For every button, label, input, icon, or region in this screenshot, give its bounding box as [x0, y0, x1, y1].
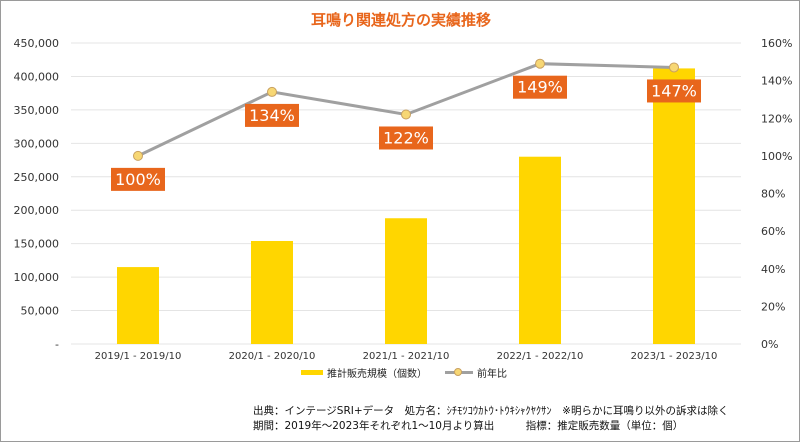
source-notes: 出典：インテージSRI+データ 処方名：ｼﾁﾓﾂｺｳｶﾄｳ･ﾄｳｷｼｬｸﾔｸｻﾝ…	[253, 404, 728, 434]
right-tick-label: 140%	[761, 75, 792, 88]
yoy-label-box	[647, 79, 701, 103]
left-tick-label: 200,000	[14, 204, 60, 217]
left-tick-label: 350,000	[14, 104, 60, 117]
left-tick-label: 450,000	[14, 37, 60, 50]
yoy-label: 147%	[651, 81, 697, 100]
category-label: 2020/1 - 2020/10	[229, 351, 316, 362]
bar	[385, 218, 427, 344]
left-tick-label: -	[55, 338, 59, 351]
bar	[251, 240, 293, 344]
left-tick-label: 250,000	[14, 171, 60, 184]
yoy-point	[401, 109, 411, 120]
left-tick-label: 300,000	[14, 137, 60, 150]
yoy-label: 122%	[383, 128, 429, 147]
left-tick-label: 50,000	[21, 305, 60, 318]
bar	[653, 68, 695, 344]
note-line-1: 出典：インテージSRI+データ 処方名：ｼﾁﾓﾂｺｳｶﾄｳ･ﾄｳｷｼｬｸﾔｸｻﾝ…	[253, 405, 729, 417]
legend-bar: 推計販売規模（個数）	[301, 365, 427, 380]
yoy-point	[267, 86, 277, 97]
yoy-point	[133, 150, 143, 161]
line-swatch-icon	[445, 368, 473, 376]
category-label: 2023/1 - 2023/10	[631, 351, 718, 362]
bar-swatch-icon	[301, 370, 323, 375]
left-tick-label: 400,000	[14, 70, 60, 83]
note-line-2: 期間：2019年～2023年それぞれ1～10月より算出 指標：推定販売数量（単位…	[253, 420, 684, 432]
right-tick-label: 60%	[761, 225, 785, 238]
yoy-label: 134%	[249, 106, 295, 125]
bar	[117, 267, 159, 344]
category-label: 2019/1 - 2019/10	[95, 351, 182, 362]
right-tick-label: 160%	[761, 37, 792, 50]
yoy-point	[669, 62, 679, 73]
chart-plot: - 50,000 100,000 150,000 200,000 250,000 300,0…	[14, 37, 793, 362]
chart-title: 耳鳴り関連処方の実績推移	[310, 11, 491, 29]
right-tick-label: 0%	[761, 338, 778, 351]
yoy-label: 100%	[115, 170, 161, 189]
yoy-label-box	[111, 167, 165, 191]
right-tick-label: 100%	[761, 150, 792, 163]
right-tick-label: 120%	[761, 112, 792, 125]
category-label: 2021/1 - 2021/10	[363, 351, 450, 362]
legend-line: 前年比	[445, 365, 507, 380]
right-tick-label: 80%	[761, 188, 785, 201]
yoy-label-box	[245, 103, 299, 127]
left-tick-label: 150,000	[14, 238, 60, 251]
category-label: 2022/1 - 2022/10	[497, 351, 584, 362]
legend: 推計販売規模（個数） 前年比	[301, 365, 507, 380]
yoy-label: 149%	[517, 78, 563, 97]
yoy-label-box	[513, 75, 567, 99]
right-tick-label: 20%	[761, 300, 785, 313]
left-tick-label: 100,000	[14, 271, 60, 284]
yoy-point	[535, 58, 545, 69]
bar	[519, 156, 561, 344]
right-tick-label: 40%	[761, 263, 785, 276]
yoy-label-box	[379, 126, 433, 150]
